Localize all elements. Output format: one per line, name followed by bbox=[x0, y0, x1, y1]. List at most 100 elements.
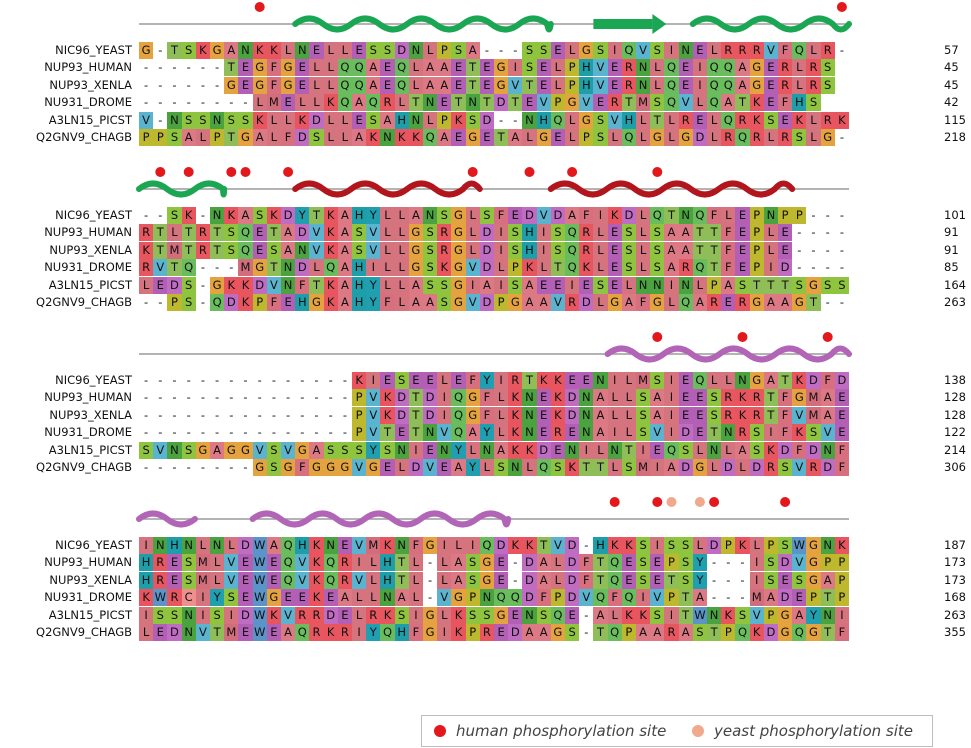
residue: A bbox=[210, 441, 225, 459]
residue: F bbox=[536, 589, 551, 607]
residue: - bbox=[342, 390, 347, 405]
helix-icon bbox=[136, 510, 198, 528]
residue: R bbox=[749, 129, 764, 146]
residue: A bbox=[479, 276, 494, 294]
residue: N bbox=[295, 42, 310, 59]
residue: A bbox=[692, 589, 707, 607]
residue: - bbox=[584, 625, 589, 639]
residue: - bbox=[428, 572, 433, 587]
residue: G bbox=[692, 459, 707, 476]
residue: S bbox=[593, 276, 608, 294]
residue: S bbox=[550, 459, 565, 476]
residue: V bbox=[153, 441, 168, 459]
residue: T bbox=[550, 259, 565, 277]
residue: M bbox=[636, 459, 651, 476]
sequence-row: NIC96_YEAST G - T S K G A N K K L N E L L E S S D N L P S A - - - S S… bbox=[0, 42, 971, 59]
residue: I bbox=[579, 441, 594, 459]
residue: T bbox=[465, 76, 480, 94]
residue: T bbox=[167, 259, 182, 277]
residue: T bbox=[167, 42, 182, 59]
residue: - bbox=[726, 555, 731, 570]
residue: E bbox=[508, 606, 523, 624]
residue: K bbox=[380, 606, 395, 624]
residue: - bbox=[229, 407, 234, 422]
residue: - bbox=[499, 112, 504, 127]
residue: I bbox=[664, 276, 679, 294]
residue: K bbox=[181, 207, 196, 224]
residue: - bbox=[200, 60, 205, 75]
residue: I bbox=[607, 424, 622, 442]
residue: K bbox=[366, 129, 381, 146]
residue: E bbox=[295, 76, 310, 94]
residue: T bbox=[394, 571, 409, 589]
residue: - bbox=[144, 390, 149, 405]
residue: G bbox=[423, 606, 438, 624]
residue: S bbox=[650, 259, 665, 277]
residue: V bbox=[636, 42, 651, 59]
residue: - bbox=[286, 425, 291, 440]
residue: - bbox=[200, 460, 205, 474]
residue: P bbox=[749, 207, 764, 224]
residue: E bbox=[266, 571, 281, 589]
residue: Q bbox=[479, 537, 494, 554]
residue: A bbox=[735, 441, 750, 459]
residue: N bbox=[522, 389, 537, 407]
residue: E bbox=[451, 129, 466, 146]
residue: Q bbox=[281, 554, 296, 572]
sequence-name: NIC96_YEAST bbox=[55, 43, 132, 57]
residue: E bbox=[238, 76, 253, 94]
residue: S bbox=[337, 441, 352, 459]
residue: R bbox=[735, 42, 750, 59]
residue: S bbox=[437, 207, 452, 224]
residue: I bbox=[636, 589, 651, 607]
sequence-row: Q2GNV9_CHAGB - - P S - Q D K P F E H G K A H Y F L A A S G V D P G A… bbox=[0, 294, 971, 311]
legend-human-item: human phosphorylation site bbox=[434, 721, 666, 741]
residue: L bbox=[792, 59, 807, 77]
residue: A bbox=[408, 294, 423, 311]
residue: T bbox=[210, 224, 225, 242]
residue: L bbox=[266, 111, 281, 129]
residue: L bbox=[494, 389, 509, 407]
residue: - bbox=[186, 77, 191, 92]
residue: A bbox=[721, 94, 736, 112]
residue: G bbox=[650, 294, 665, 311]
residue: G bbox=[337, 459, 352, 476]
residue: A bbox=[437, 76, 452, 94]
residue: P bbox=[792, 207, 807, 224]
residue: R bbox=[508, 372, 523, 389]
residue: A bbox=[621, 294, 636, 311]
residue: S bbox=[664, 537, 679, 554]
residue: S bbox=[763, 554, 778, 572]
residue: L bbox=[607, 406, 622, 424]
residue: T bbox=[408, 424, 423, 442]
sequence-row: NU931_DROME - - - - - - - - - - - - - - - P V T E T N V Q A Y L K N E… bbox=[0, 424, 971, 442]
residue: E bbox=[692, 406, 707, 424]
residue: N bbox=[636, 76, 651, 94]
residue: A bbox=[423, 59, 438, 77]
residue: - bbox=[825, 225, 830, 240]
residue: Q bbox=[550, 606, 565, 624]
residue: I bbox=[664, 406, 679, 424]
residue: P bbox=[834, 571, 849, 589]
residue: Q bbox=[735, 129, 750, 146]
residue: E bbox=[550, 441, 565, 459]
residue: N bbox=[167, 111, 182, 129]
residue: - bbox=[513, 572, 518, 587]
residue: Q bbox=[735, 624, 750, 641]
residue: S bbox=[749, 441, 764, 459]
residue: - bbox=[215, 260, 220, 275]
residue: V bbox=[366, 406, 381, 424]
residue: D bbox=[479, 294, 494, 311]
residue: I bbox=[664, 389, 679, 407]
residue: L bbox=[323, 42, 338, 59]
residue: L bbox=[337, 129, 352, 146]
residue: A bbox=[465, 424, 480, 442]
residue: A bbox=[352, 129, 367, 146]
residue: M bbox=[224, 624, 239, 641]
residue: T bbox=[778, 372, 793, 389]
residue: G bbox=[451, 294, 466, 311]
residue: R bbox=[721, 389, 736, 407]
helix-icon bbox=[547, 180, 796, 198]
residue: L bbox=[636, 111, 651, 129]
residue: V bbox=[437, 424, 452, 442]
